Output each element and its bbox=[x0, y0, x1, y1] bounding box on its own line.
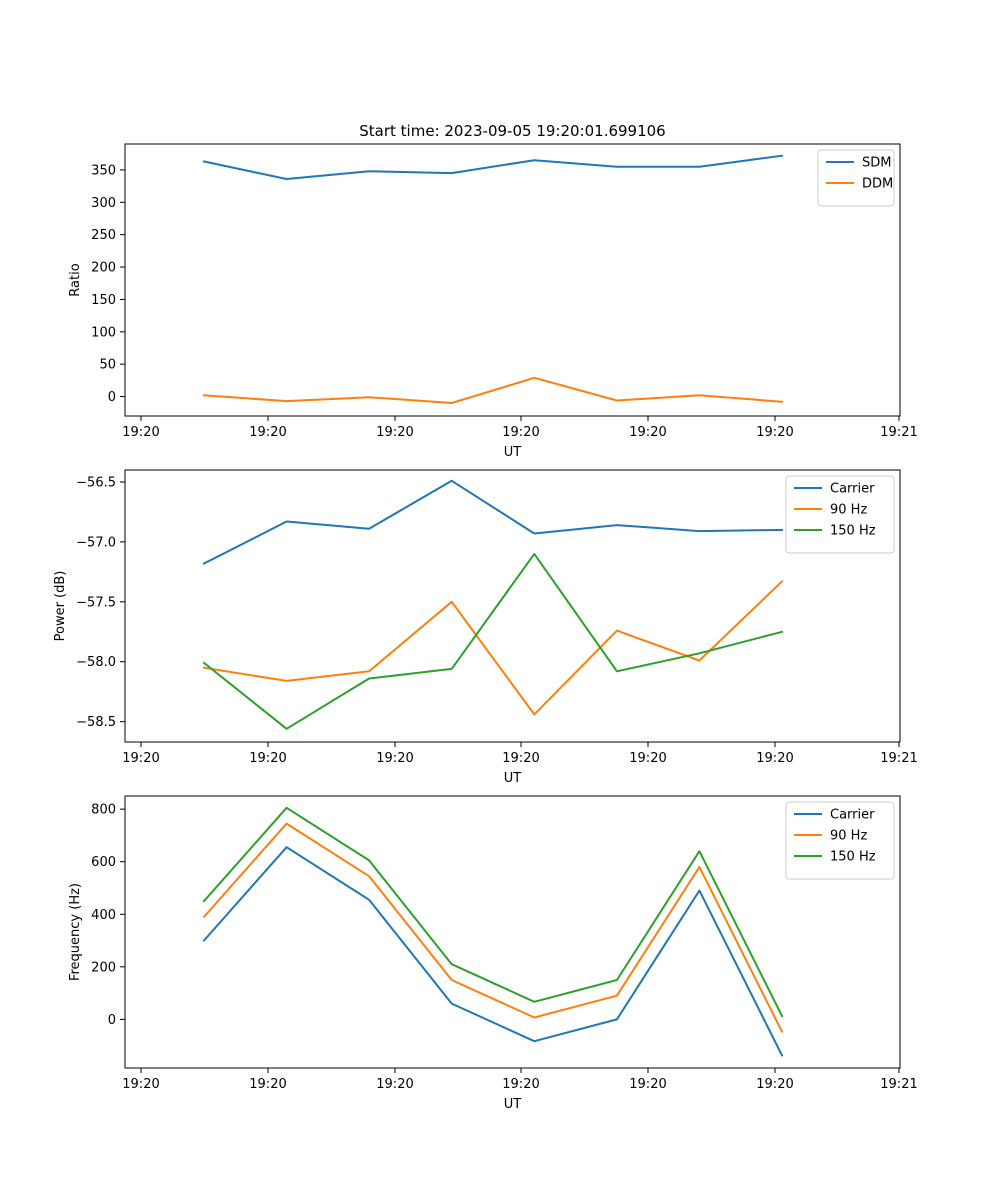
y-tick-label: 400 bbox=[91, 908, 116, 923]
series-line-ddm bbox=[202, 376, 784, 404]
x-tick-label: 19:20 bbox=[249, 1077, 286, 1092]
x-tick-label: 19:20 bbox=[376, 751, 413, 766]
legend: Carrier 90 Hz 150 Hz bbox=[785, 801, 895, 880]
legend-box bbox=[785, 801, 895, 880]
x-tick-label: 19:20 bbox=[249, 751, 286, 766]
legend-label: 90 Hz bbox=[830, 829, 867, 844]
x-tick-label: 19:20 bbox=[502, 751, 539, 766]
y-tick-label: −57.0 bbox=[76, 535, 116, 550]
series-line-sdm bbox=[202, 154, 784, 180]
y-tick-label: −56.5 bbox=[76, 475, 116, 490]
y-tick-label: 800 bbox=[91, 803, 116, 818]
x-axis-label: UT bbox=[504, 445, 522, 460]
y-tick-label: 0 bbox=[108, 390, 116, 405]
y-tick-label: 150 bbox=[91, 293, 116, 308]
chart-panel-3: 19:20 19:20 19:20 19:20 19:20 19:20 19:21 0 200 4… bbox=[68, 795, 918, 1112]
legend-box bbox=[785, 475, 895, 554]
y-axis-label: Power (dB) bbox=[53, 571, 68, 642]
y-tick-label: −58.5 bbox=[76, 715, 116, 730]
chart-panel-1: Start time: 2023-09-05 19:20:01.699106 19… bbox=[68, 122, 918, 460]
x-tick-label: 19:20 bbox=[629, 1077, 666, 1092]
x-tick-label: 19:21 bbox=[880, 751, 917, 766]
y-tick-label: 600 bbox=[91, 855, 116, 870]
x-tick-label: 19:20 bbox=[756, 425, 793, 440]
series-line-150-hz bbox=[202, 806, 784, 1018]
x-axis-label: UT bbox=[504, 771, 522, 786]
legend: SDM DDM bbox=[817, 149, 895, 207]
series-line-90-hz bbox=[202, 579, 784, 716]
x-tick-label: 19:20 bbox=[629, 751, 666, 766]
y-axis-label: Ratio bbox=[68, 263, 83, 296]
x-tick-label: 19:21 bbox=[880, 425, 917, 440]
plot-frame bbox=[124, 795, 901, 1069]
legend-label: Carrier bbox=[830, 808, 875, 823]
plot-frame bbox=[124, 469, 901, 743]
series-line-carrier bbox=[202, 846, 784, 1057]
x-tick-label: 19:20 bbox=[502, 1077, 539, 1092]
legend: Carrier 90 Hz 150 Hz bbox=[785, 475, 895, 554]
series-line-carrier bbox=[202, 479, 784, 565]
x-tick-label: 19:20 bbox=[376, 425, 413, 440]
plot-frame bbox=[124, 143, 901, 417]
x-tick-label: 19:20 bbox=[122, 425, 159, 440]
y-axis-label: Frequency (Hz) bbox=[68, 883, 83, 981]
x-tick-label: 19:20 bbox=[376, 1077, 413, 1092]
chart-panel-2: 19:20 19:20 19:20 19:20 19:20 19:20 19:21 −58.5… bbox=[53, 469, 918, 786]
y-tick-label: 100 bbox=[91, 325, 116, 340]
legend-label: 150 Hz bbox=[830, 524, 876, 539]
x-tick-label: 19:20 bbox=[122, 1077, 159, 1092]
series-line-90-hz bbox=[202, 822, 784, 1034]
y-tick-label: −58.0 bbox=[76, 655, 116, 670]
y-tick-label: 300 bbox=[91, 196, 116, 211]
x-tick-label: 19:20 bbox=[756, 751, 793, 766]
y-tick-label: 250 bbox=[91, 228, 116, 243]
y-tick-label: 0 bbox=[108, 1013, 116, 1028]
y-tick-label: −57.5 bbox=[76, 595, 116, 610]
y-tick-label: 200 bbox=[91, 960, 116, 975]
x-tick-label: 19:20 bbox=[629, 425, 666, 440]
legend-label: Carrier bbox=[830, 482, 875, 497]
x-tick-label: 19:20 bbox=[502, 425, 539, 440]
y-tick-label: 200 bbox=[91, 261, 116, 276]
series-line-150-hz bbox=[202, 552, 784, 730]
y-tick-label: 50 bbox=[99, 358, 116, 373]
x-tick-label: 19:20 bbox=[249, 425, 286, 440]
legend-box bbox=[817, 149, 895, 207]
x-tick-label: 19:21 bbox=[880, 1077, 917, 1092]
x-tick-label: 19:20 bbox=[122, 751, 159, 766]
x-axis-label: UT bbox=[504, 1097, 522, 1112]
legend-label: DDM bbox=[862, 177, 893, 192]
chart-title: Start time: 2023-09-05 19:20:01.699106 bbox=[359, 122, 665, 140]
y-tick-label: 350 bbox=[91, 163, 116, 178]
legend-label: SDM bbox=[862, 156, 891, 171]
legend-label: 150 Hz bbox=[830, 850, 876, 865]
x-tick-label: 19:20 bbox=[756, 1077, 793, 1092]
legend-label: 90 Hz bbox=[830, 503, 867, 518]
